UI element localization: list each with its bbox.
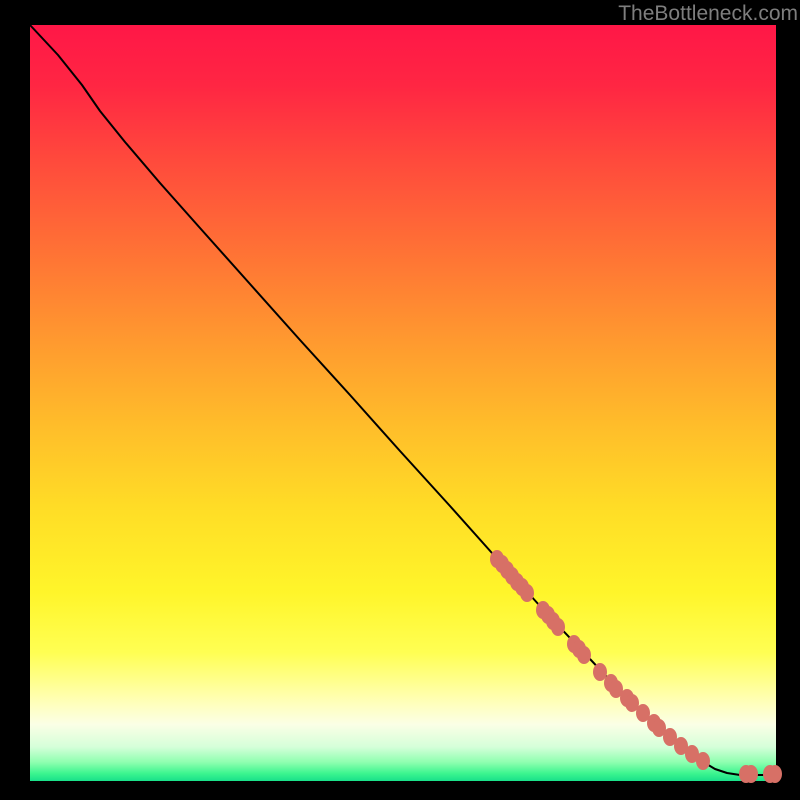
data-marker: [520, 584, 534, 602]
gradient-background: [30, 25, 776, 781]
data-marker: [744, 765, 758, 783]
data-marker: [577, 646, 591, 664]
chart-container: TheBottleneck.com: [0, 0, 800, 800]
data-marker: [696, 752, 710, 770]
plot-area: [0, 0, 800, 800]
data-marker: [768, 765, 782, 783]
attribution-text: TheBottleneck.com: [618, 2, 798, 26]
data-marker: [593, 663, 607, 681]
chart-svg: [0, 0, 800, 800]
data-marker: [551, 618, 565, 636]
